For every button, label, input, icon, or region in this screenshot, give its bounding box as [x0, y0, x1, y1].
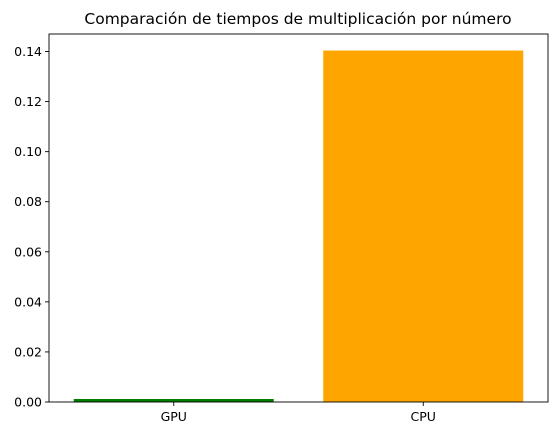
- x-tick-label-cpu: CPU: [411, 409, 436, 424]
- plot-frame: [48, 33, 549, 403]
- y-tick-label: 0.08: [14, 194, 42, 209]
- x-axis: GPU CPU: [161, 402, 436, 424]
- y-tick-label: 0.02: [14, 344, 42, 359]
- y-tick-label: 0.10: [14, 144, 42, 159]
- x-tick-label-gpu: GPU: [161, 409, 187, 424]
- y-tick-label: 0.12: [14, 94, 42, 109]
- y-tick-label: 0.14: [14, 44, 42, 59]
- y-tick-label: 0.04: [14, 294, 42, 309]
- y-tick-label: 0.06: [14, 244, 42, 259]
- bar-gpu: [73, 398, 274, 402]
- bars-group: [73, 50, 524, 402]
- bar-cpu: [323, 50, 524, 402]
- y-tick-label: 0.00: [14, 395, 42, 410]
- y-axis: 0.00 0.02 0.04 0.06 0.08 0.10 0.12 0.14: [14, 44, 49, 410]
- chart-title: Comparación de tiempos de multiplicación…: [84, 10, 511, 28]
